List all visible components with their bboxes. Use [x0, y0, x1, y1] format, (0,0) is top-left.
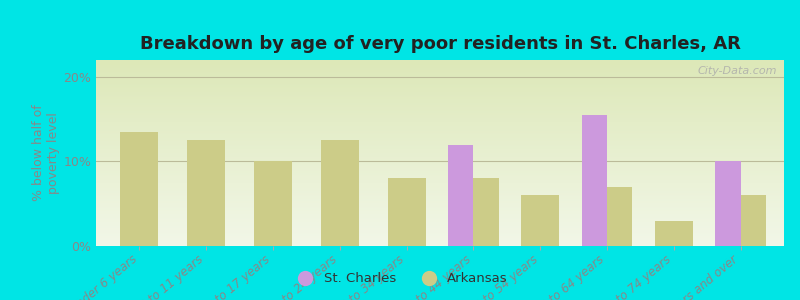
Bar	[387, 178, 426, 246]
Title: Breakdown by age of very poor residents in St. Charles, AR: Breakdown by age of very poor residents …	[139, 35, 741, 53]
Bar	[254, 161, 292, 246]
Bar	[321, 140, 359, 246]
Text: City-Data.com: City-Data.com	[698, 66, 777, 76]
Legend: St. Charles, Arkansas: St. Charles, Arkansas	[286, 267, 514, 290]
Bar	[521, 195, 559, 246]
Bar	[582, 115, 607, 246]
Bar	[654, 220, 693, 246]
Bar	[741, 195, 766, 246]
Bar	[120, 132, 158, 246]
Bar	[448, 145, 474, 246]
Bar	[715, 161, 741, 246]
Bar	[187, 140, 226, 246]
Y-axis label: % below half of
poverty level: % below half of poverty level	[33, 105, 61, 201]
Bar	[474, 178, 498, 246]
Bar	[607, 187, 632, 246]
